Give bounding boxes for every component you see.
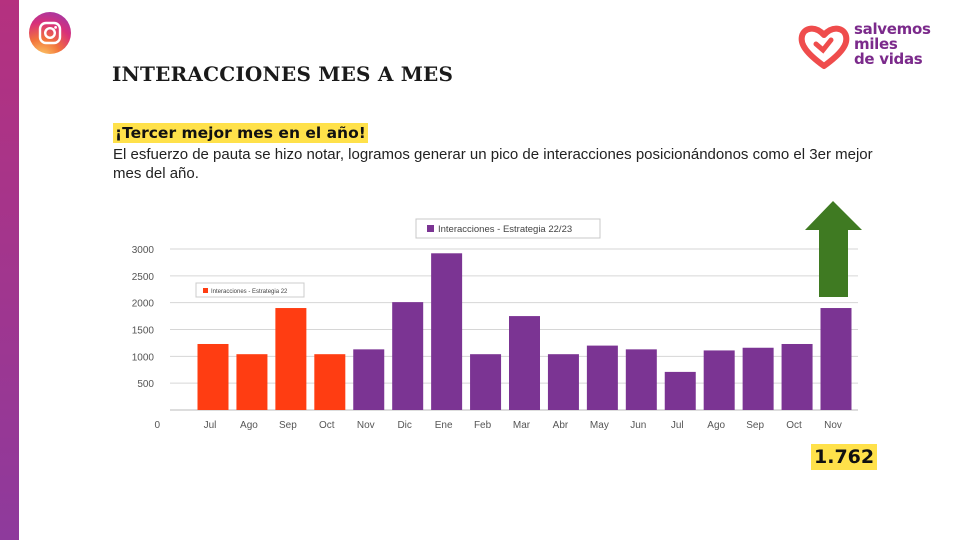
headline: ¡Tercer mejor mes en el año! <box>113 123 368 143</box>
bar <box>392 302 424 410</box>
x-tick-label: Oct <box>786 420 802 431</box>
bar <box>586 345 618 410</box>
x-tick-label: Ago <box>240 420 258 431</box>
highlight-value-badge: 1.762 <box>811 444 878 470</box>
bar <box>470 354 502 410</box>
y-tick-label: 2500 <box>132 272 155 283</box>
x-tick-label: Ene <box>435 420 453 431</box>
bar <box>353 349 385 410</box>
x-tick-label: Abr <box>553 420 569 431</box>
left-accent-bar <box>0 0 19 540</box>
bar <box>703 350 735 410</box>
legend-strategy-22-23: Interacciones - Estrategia 22/23 <box>415 218 601 239</box>
bar <box>314 354 346 410</box>
x-tick-label: Nov <box>824 420 842 431</box>
legend-label-strategy-22-23: Interacciones - Estrategia 22/23 <box>438 224 572 235</box>
x-tick-label: Jun <box>630 420 646 431</box>
x-tick-label: Sep <box>279 420 297 431</box>
y-tick-label: 1000 <box>132 352 155 363</box>
bar <box>781 343 813 410</box>
legend-label-strategy-22: Interacciones - Estrategia 22 <box>211 289 288 295</box>
instagram-icon <box>29 12 71 54</box>
body-text: El esfuerzo de pauta se hizo notar, logr… <box>113 146 873 182</box>
bar <box>625 349 657 410</box>
y-axis-ticks: 0 500 1000 1500 2000 2500 3000 <box>132 245 161 431</box>
bar <box>197 343 229 410</box>
bar <box>664 371 696 410</box>
bar <box>431 253 463 410</box>
x-tick-label: May <box>590 420 609 431</box>
bar <box>547 354 579 410</box>
x-tick-label: Dic <box>397 420 411 431</box>
logo-line-1: salvemos <box>854 20 931 38</box>
bar <box>509 316 540 410</box>
y-tick-label: 0 <box>154 420 160 431</box>
y-tick-label: 2000 <box>132 299 155 310</box>
x-tick-label: Nov <box>357 420 375 431</box>
x-tick-label: Feb <box>474 420 492 431</box>
x-tick-label: Jul <box>204 420 217 431</box>
chart-bars <box>197 253 852 410</box>
bar <box>236 354 268 410</box>
y-tick-label: 500 <box>137 379 154 390</box>
y-tick-label: 3000 <box>132 245 155 256</box>
bar <box>275 308 307 410</box>
logo-line-2: miles <box>854 35 898 53</box>
logo: salvemos miles de vidas <box>796 20 946 72</box>
x-tick-label: Oct <box>319 420 335 431</box>
page-title: INTERACCIONES MES A MES <box>112 62 454 86</box>
y-tick-label: 1500 <box>132 326 155 337</box>
bar <box>742 347 774 410</box>
logo-text: salvemos miles de vidas <box>854 22 931 67</box>
x-tick-label: Jul <box>671 420 684 431</box>
x-axis-ticks: Jul Ago Sep Oct Nov Dic Ene Feb Mar Abr May Jun Jul A… <box>204 420 842 431</box>
x-tick-label: Mar <box>513 420 531 431</box>
logo-line-3: de vidas <box>854 50 923 68</box>
x-tick-label: Ago <box>707 420 725 431</box>
heart-icon <box>798 25 850 69</box>
up-arrow-icon <box>805 201 862 297</box>
bar <box>820 308 852 410</box>
legend-strategy-22: Interacciones - Estrategia 22 <box>195 282 305 298</box>
x-tick-label: Sep <box>746 420 764 431</box>
